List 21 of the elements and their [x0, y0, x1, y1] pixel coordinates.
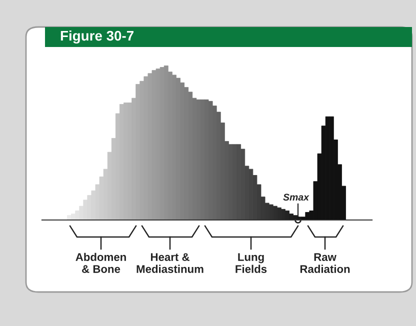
bar	[176, 78, 180, 220]
bar	[236, 144, 242, 220]
bar	[329, 116, 334, 220]
bar	[208, 100, 213, 220]
bar	[164, 66, 168, 220]
bar	[152, 70, 156, 220]
bar	[160, 67, 164, 220]
bar	[204, 99, 209, 220]
chart-title: Figure 30-7	[60, 30, 134, 44]
text: Heart & Mediastinum	[136, 253, 204, 273]
bar	[148, 73, 152, 220]
bar	[172, 74, 176, 220]
text: Abdomen & Bone	[76, 252, 126, 273]
bar	[136, 84, 140, 220]
bar	[144, 76, 148, 220]
text: Lung Fields	[236, 253, 267, 273]
annotation: Smax	[283, 194, 310, 201]
bar	[248, 168, 254, 220]
bar	[119, 104, 124, 220]
bar	[156, 68, 160, 220]
text: Raw Radiation	[300, 253, 350, 273]
